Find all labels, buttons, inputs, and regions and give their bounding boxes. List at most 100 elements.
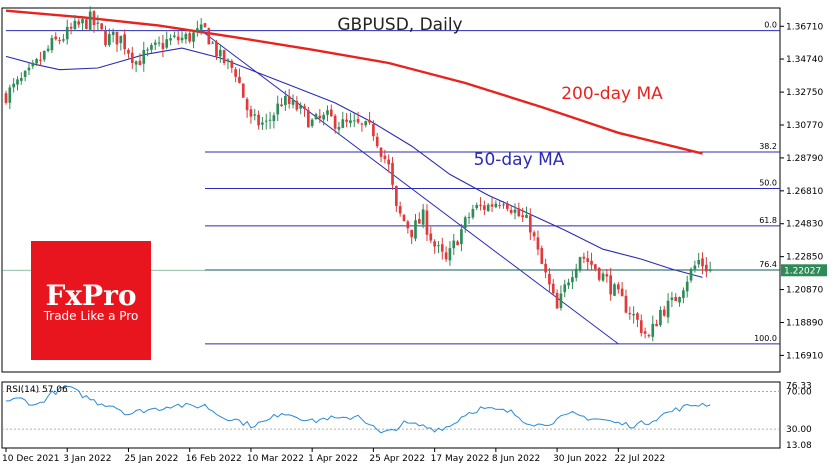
candle-body bbox=[632, 314, 635, 316]
candle-body bbox=[601, 273, 605, 281]
candle-body bbox=[705, 264, 708, 272]
candle-body bbox=[463, 217, 467, 229]
candle-body bbox=[264, 120, 268, 122]
candle-body bbox=[475, 205, 479, 209]
y-tick-label: 1.22850 bbox=[786, 253, 823, 263]
candle-body bbox=[693, 265, 697, 270]
candle-body bbox=[402, 214, 406, 222]
candle-body bbox=[678, 297, 681, 303]
candle-body bbox=[306, 110, 310, 128]
candle-body bbox=[295, 101, 299, 110]
candle-body bbox=[73, 20, 77, 29]
x-tick-label: 8 Jun 2022 bbox=[492, 454, 540, 464]
candle-body bbox=[594, 264, 597, 270]
candle-body bbox=[460, 229, 463, 245]
candle-body bbox=[670, 297, 674, 301]
candle-body bbox=[180, 37, 184, 41]
candle-body bbox=[414, 220, 417, 239]
candle-body bbox=[551, 283, 555, 294]
candle-body bbox=[555, 293, 559, 309]
candle-body bbox=[379, 147, 383, 157]
candle-body bbox=[12, 83, 15, 88]
candle-body bbox=[563, 284, 567, 293]
candle-body bbox=[662, 309, 666, 316]
logo-background bbox=[31, 241, 151, 360]
candle-body bbox=[528, 215, 532, 233]
rsi-tick-label: 30.00 bbox=[786, 425, 812, 435]
axes: 1.36710 1.34740 1.32750 1.30770 1.28790 1.268… bbox=[2, 22, 827, 464]
candle-body bbox=[115, 31, 119, 45]
candle-body bbox=[188, 33, 192, 42]
y-tick-label: 1.16910 bbox=[786, 351, 823, 361]
candle-body bbox=[54, 36, 58, 40]
candle-body bbox=[310, 119, 314, 127]
candle-body bbox=[161, 43, 165, 49]
ma50-line bbox=[5, 47, 703, 278]
x-tick-label: 3 Jan 2022 bbox=[63, 454, 111, 464]
candle-body bbox=[685, 281, 689, 292]
current-price-label: 1.22027 bbox=[784, 266, 821, 276]
candle-body bbox=[536, 237, 540, 250]
candle-body bbox=[571, 277, 574, 283]
candle-body bbox=[157, 42, 161, 44]
fib-label: 100.0 bbox=[754, 334, 777, 343]
candle-body bbox=[521, 215, 524, 218]
candle-body bbox=[27, 67, 31, 71]
candle-body bbox=[81, 19, 84, 24]
candle-body bbox=[69, 26, 73, 29]
candle-body bbox=[605, 274, 609, 277]
candle-body bbox=[708, 269, 712, 271]
candle-body bbox=[318, 115, 322, 119]
candle-body bbox=[647, 335, 651, 337]
x-tick-label: 25 Apr 2022 bbox=[369, 454, 425, 464]
candle-body bbox=[513, 209, 517, 213]
y-tick-label: 1.32750 bbox=[786, 88, 823, 98]
candle-body bbox=[590, 260, 593, 265]
candle-body bbox=[35, 59, 38, 64]
fib-label: 50.0 bbox=[759, 179, 777, 188]
ma200-label: 200-day MA bbox=[561, 84, 663, 104]
candle-body bbox=[395, 185, 398, 206]
candle-body bbox=[498, 205, 502, 207]
candle-body bbox=[165, 39, 169, 48]
candle-body bbox=[613, 284, 616, 296]
candle-body bbox=[127, 50, 130, 54]
candle-body bbox=[199, 24, 203, 30]
candle-body bbox=[272, 115, 276, 122]
candle-body bbox=[689, 268, 693, 281]
x-tick-label: 22 Jul 2022 bbox=[614, 454, 665, 464]
candle-body bbox=[674, 296, 678, 302]
candle-body bbox=[567, 282, 570, 286]
candle-body bbox=[490, 204, 494, 207]
candle-body bbox=[42, 50, 46, 60]
y-tick-label: 1.20870 bbox=[786, 286, 823, 296]
candle-body bbox=[222, 50, 226, 64]
candle-body bbox=[253, 114, 257, 116]
candle-body bbox=[184, 33, 188, 40]
trendline bbox=[200, 30, 619, 345]
candle-body bbox=[375, 136, 379, 147]
candle-body bbox=[96, 22, 100, 24]
y-tick-label: 1.34740 bbox=[786, 55, 823, 65]
candle-body bbox=[456, 241, 459, 246]
candle-body bbox=[4, 93, 8, 103]
candle-body bbox=[452, 240, 456, 249]
candle-body bbox=[111, 31, 115, 35]
candle-body bbox=[574, 268, 578, 278]
candle-body bbox=[322, 114, 325, 120]
candle-body bbox=[153, 42, 157, 45]
price-frame bbox=[1, 7, 781, 373]
candle-body bbox=[356, 119, 360, 123]
candle-body bbox=[169, 38, 172, 41]
moving-averages bbox=[5, 9, 703, 278]
candle-body bbox=[364, 121, 368, 126]
candle-body bbox=[410, 229, 414, 238]
x-tick-label: 17 May 2022 bbox=[431, 454, 490, 464]
candle-body bbox=[391, 162, 394, 185]
candle-body bbox=[544, 263, 547, 273]
candle-body bbox=[230, 60, 234, 68]
candle-body bbox=[23, 70, 27, 77]
candle-body bbox=[249, 109, 253, 117]
candle-body bbox=[387, 159, 391, 165]
